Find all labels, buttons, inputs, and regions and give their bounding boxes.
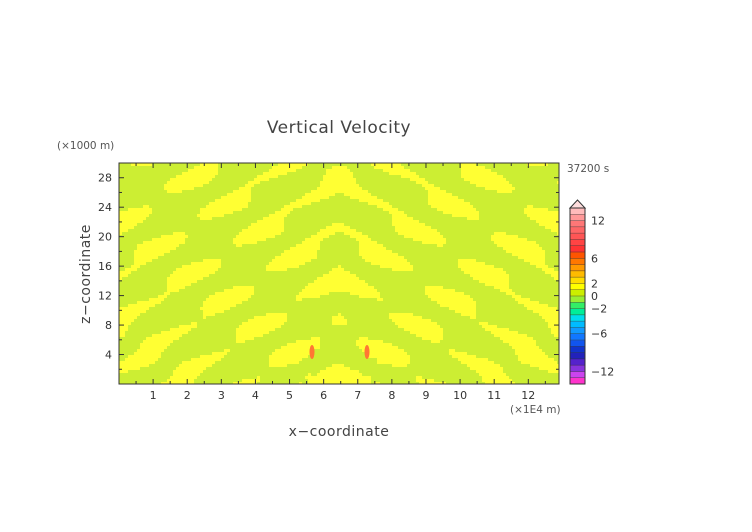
velocity-field xyxy=(119,163,559,384)
colorbar-segment xyxy=(570,296,585,303)
y-unit-label: (×1000 m) xyxy=(57,140,114,152)
colorbar-segment xyxy=(570,252,585,259)
y-tick-label: 8 xyxy=(105,319,112,332)
colorbar-segment xyxy=(570,340,585,347)
colorbar-segment xyxy=(570,258,585,265)
colorbar-segment xyxy=(570,220,585,228)
plot-frame xyxy=(118,162,560,385)
y-tick-label: 16 xyxy=(98,260,112,273)
updraft-core-right xyxy=(364,345,370,359)
x-axis: 1 2 3 4 5 6 7 8 9 10 11 12 xyxy=(135,163,546,402)
y-axis-label: z−coordinate xyxy=(78,224,94,324)
y-tick-label: 12 xyxy=(98,290,112,303)
updraft-core-left xyxy=(309,345,315,359)
colorbar-tick-label: −2 xyxy=(591,303,607,316)
colorbar-tick-label: −6 xyxy=(591,328,607,341)
y-tick-label: 20 xyxy=(98,231,112,244)
x-tick-label: 11 xyxy=(487,389,501,402)
colorbar-segment xyxy=(570,264,585,272)
x-axis-label: x−coordinate xyxy=(289,424,390,440)
colorbar-segment xyxy=(570,302,585,309)
colorbar-segment xyxy=(570,352,585,360)
x-tick-label: 7 xyxy=(354,389,361,402)
y-tick-label: 4 xyxy=(105,349,112,362)
colorbar-segment xyxy=(570,239,585,247)
colorbar-segment xyxy=(570,358,585,366)
chart-title: Vertical Velocity xyxy=(267,118,411,138)
x-tick-label: 10 xyxy=(453,389,467,402)
y-tick-label: 28 xyxy=(98,172,112,185)
y-tick-label: 24 xyxy=(98,201,112,214)
x-tick-label: 3 xyxy=(218,389,225,402)
colorbar-tick-label: 6 xyxy=(591,252,598,265)
colorbar-segment xyxy=(570,327,585,335)
x-tick-label: 5 xyxy=(286,389,293,402)
colorbar-segment xyxy=(570,289,585,297)
colorbar-segment xyxy=(570,233,585,240)
x-tick-label: 4 xyxy=(252,389,259,402)
colorbar-segment xyxy=(570,270,585,278)
x-tick-label: 1 xyxy=(150,389,157,402)
colorbar-tick-label: 0 xyxy=(591,290,598,303)
colorbar-segment xyxy=(570,277,585,284)
colorbar-segment xyxy=(570,333,585,341)
colorbar-segment xyxy=(570,346,585,353)
colorbar-segment xyxy=(570,283,585,291)
colorbar-segment xyxy=(570,377,585,385)
time-label: 37200 s xyxy=(567,163,609,175)
colorbar-extend-triangle xyxy=(568,199,587,209)
colorbar-segment xyxy=(570,208,585,215)
colorbar-segment xyxy=(570,214,585,221)
positive-velocity-regions xyxy=(119,163,559,384)
colorbar-segment xyxy=(570,321,585,328)
colorbar-tick-label: 2 xyxy=(591,277,598,290)
colorbar-tick-label: −12 xyxy=(591,365,614,378)
x-tick-label: 8 xyxy=(388,389,395,402)
colorbar-tick-label: 12 xyxy=(591,215,605,228)
x-unit-label: (×1E4 m) xyxy=(510,404,561,416)
x-tick-label: 2 xyxy=(184,389,191,402)
colorbar-segment xyxy=(570,245,585,253)
x-tick-label: 9 xyxy=(422,389,429,402)
colorbar-segment xyxy=(570,308,585,316)
x-tick-label: 6 xyxy=(320,389,327,402)
x-tick-label: 12 xyxy=(521,389,535,402)
colorbar-segment xyxy=(570,365,585,372)
colorbar-segment xyxy=(570,226,585,234)
colorbar: 12 6 20−2 −6 −12 xyxy=(568,199,614,385)
y-axis: 4 8 12 16 20 24 28 xyxy=(98,172,559,370)
colorbar-segment xyxy=(570,314,585,322)
colorbar-segment xyxy=(570,371,585,379)
